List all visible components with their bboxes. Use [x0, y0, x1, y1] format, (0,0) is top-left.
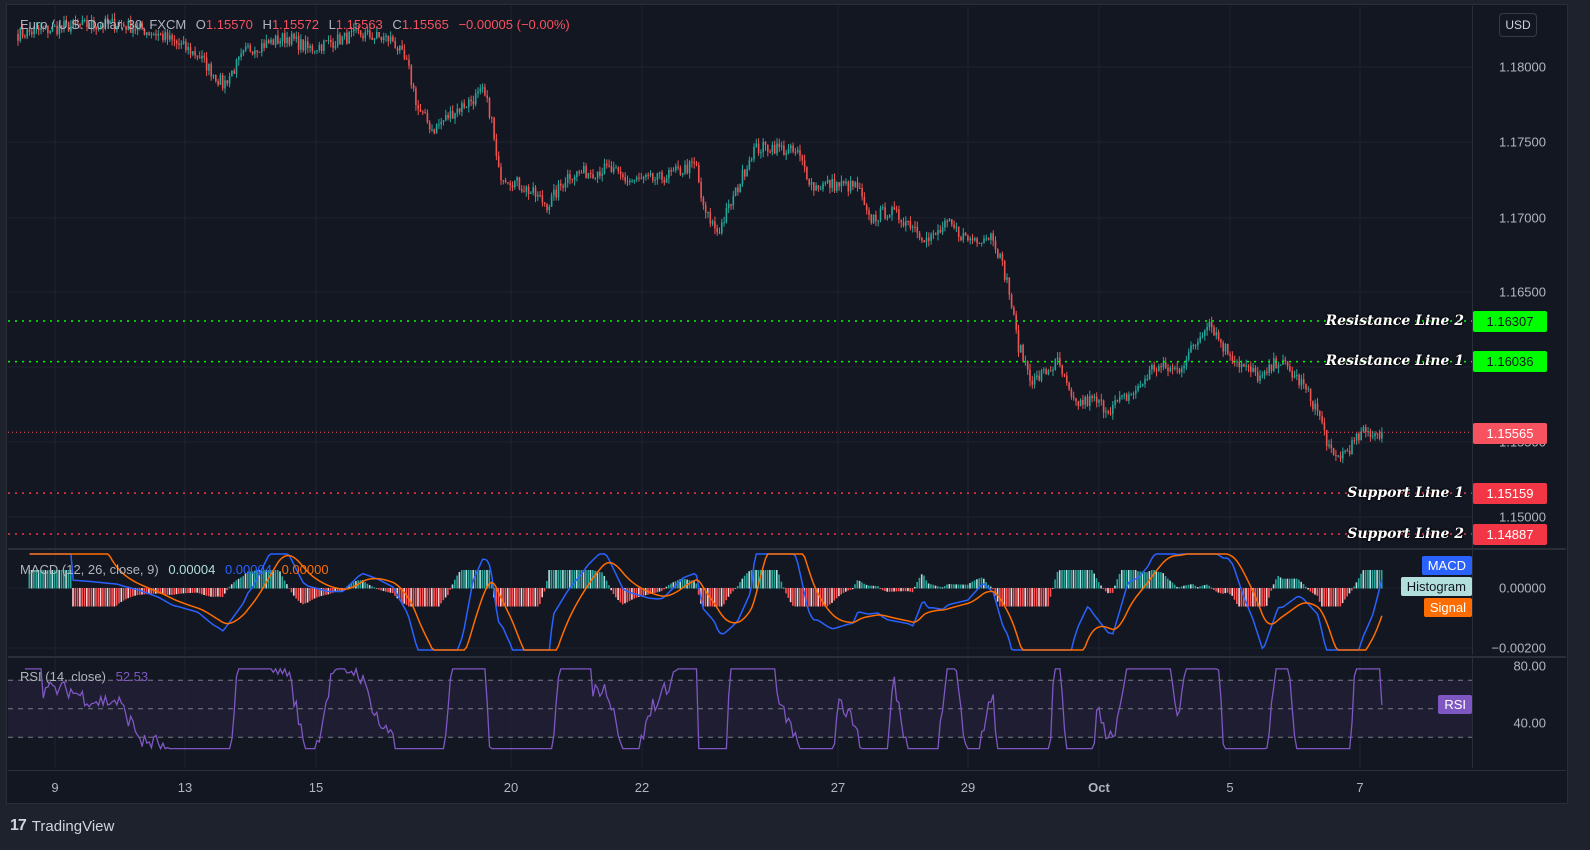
- time-label: 13: [177, 780, 193, 795]
- time-axis[interactable]: 9 13 15 20 22 27 29 Oct 5 7: [8, 770, 1566, 805]
- macd-tag: MACD: [1421, 556, 1472, 575]
- macd-title[interactable]: MACD (12, 26, close, 9): [20, 562, 159, 577]
- high-value: 1.15572: [271, 17, 319, 32]
- resistance-line-2-badge: 1.16307: [1473, 311, 1547, 332]
- symbol-legend: Euro / U.S. Dollar, 30, FXCM O1.15570 H1…: [20, 17, 576, 32]
- high-label: H: [262, 17, 272, 32]
- macd-chart: [8, 550, 1472, 655]
- macd-histogram-value: 0.00004: [168, 562, 216, 577]
- low-label: L: [328, 17, 336, 32]
- resistance-line-1-badge: 1.16036: [1473, 351, 1547, 372]
- close-value: 1.15565: [401, 17, 449, 32]
- rsi-pane[interactable]: [8, 658, 1472, 768]
- candlestick-chart[interactable]: [8, 6, 1472, 548]
- tradingview-logo-icon: 17: [10, 817, 27, 834]
- tradingview-text: TradingView: [31, 817, 115, 835]
- time-label: 9: [51, 780, 59, 795]
- time-label: 27: [830, 780, 846, 795]
- macd-axis[interactable]: 0.00000 −0.00200: [1472, 550, 1566, 656]
- macd-tick: 0.00000: [1499, 580, 1546, 596]
- histogram-tag: Histogram: [1400, 577, 1472, 596]
- time-label: 22: [634, 780, 650, 795]
- time-label: 29: [960, 780, 976, 795]
- rsi-tick: 80.00: [1513, 658, 1546, 674]
- price-tick: 1.17500: [1499, 134, 1546, 150]
- last-price-badge: 1.15565: [1473, 423, 1547, 444]
- macd-legend: MACD (12, 26, close, 9) 0.00004 0.00004 …: [20, 562, 335, 577]
- time-label: 5: [1226, 780, 1234, 795]
- time-label: Oct: [1088, 780, 1110, 795]
- close-label: C: [392, 17, 402, 32]
- signal-tag: Signal: [1423, 598, 1472, 617]
- rsi-chart: [8, 658, 1472, 768]
- rsi-value: 52.53: [115, 669, 149, 684]
- currency-button[interactable]: USD: [1499, 13, 1537, 37]
- pane-separator[interactable]: [8, 656, 1566, 658]
- time-label: 20: [503, 780, 519, 795]
- symbol-title[interactable]: Euro / U.S. Dollar, 30, FXCM: [20, 17, 187, 32]
- support-line-1-badge: 1.15159: [1473, 483, 1547, 504]
- macd-pane[interactable]: [8, 550, 1472, 655]
- support-line-2-badge: 1.14887: [1473, 524, 1547, 545]
- rsi-axis[interactable]: 80.00 40.00: [1472, 658, 1566, 768]
- resistance-line-1-label: Resistance Line 1: [1325, 353, 1464, 369]
- rsi-tick: 40.00: [1513, 715, 1546, 731]
- change-value: −0.00005 (−0.00%): [458, 17, 570, 32]
- macd-signal-value: 0.00000: [281, 562, 329, 577]
- support-line-2-label: Support Line 2: [1347, 526, 1464, 542]
- time-label: 15: [308, 780, 324, 795]
- chart-frame: [6, 4, 1568, 804]
- macd-tick: −0.00200: [1491, 640, 1546, 656]
- tradingview-watermark[interactable]: 17 TradingView: [10, 817, 114, 835]
- price-tick: 1.18000: [1499, 59, 1546, 75]
- open-value: 1.15570: [205, 17, 253, 32]
- resistance-line-2-label: Resistance Line 2: [1325, 313, 1464, 329]
- price-tick: 1.17000: [1499, 210, 1546, 226]
- low-value: 1.15563: [335, 17, 383, 32]
- rsi-legend: RSI (14, close) 52.53: [20, 669, 154, 684]
- time-label: 7: [1356, 780, 1364, 795]
- open-label: O: [195, 17, 206, 32]
- macd-line-value: 0.00004: [224, 562, 272, 577]
- pane-separator[interactable]: [8, 548, 1566, 550]
- price-tick: 1.15000: [1499, 509, 1546, 525]
- price-axis[interactable]: 1.18000 1.17500 1.17000 1.16500 1.15500 …: [1472, 6, 1566, 548]
- support-line-1-label: Support Line 1: [1347, 485, 1464, 501]
- price-pane[interactable]: [8, 6, 1472, 548]
- rsi-tag: RSI: [1438, 695, 1472, 714]
- rsi-title[interactable]: RSI (14, close): [20, 669, 106, 684]
- price-tick: 1.16500: [1499, 284, 1546, 300]
